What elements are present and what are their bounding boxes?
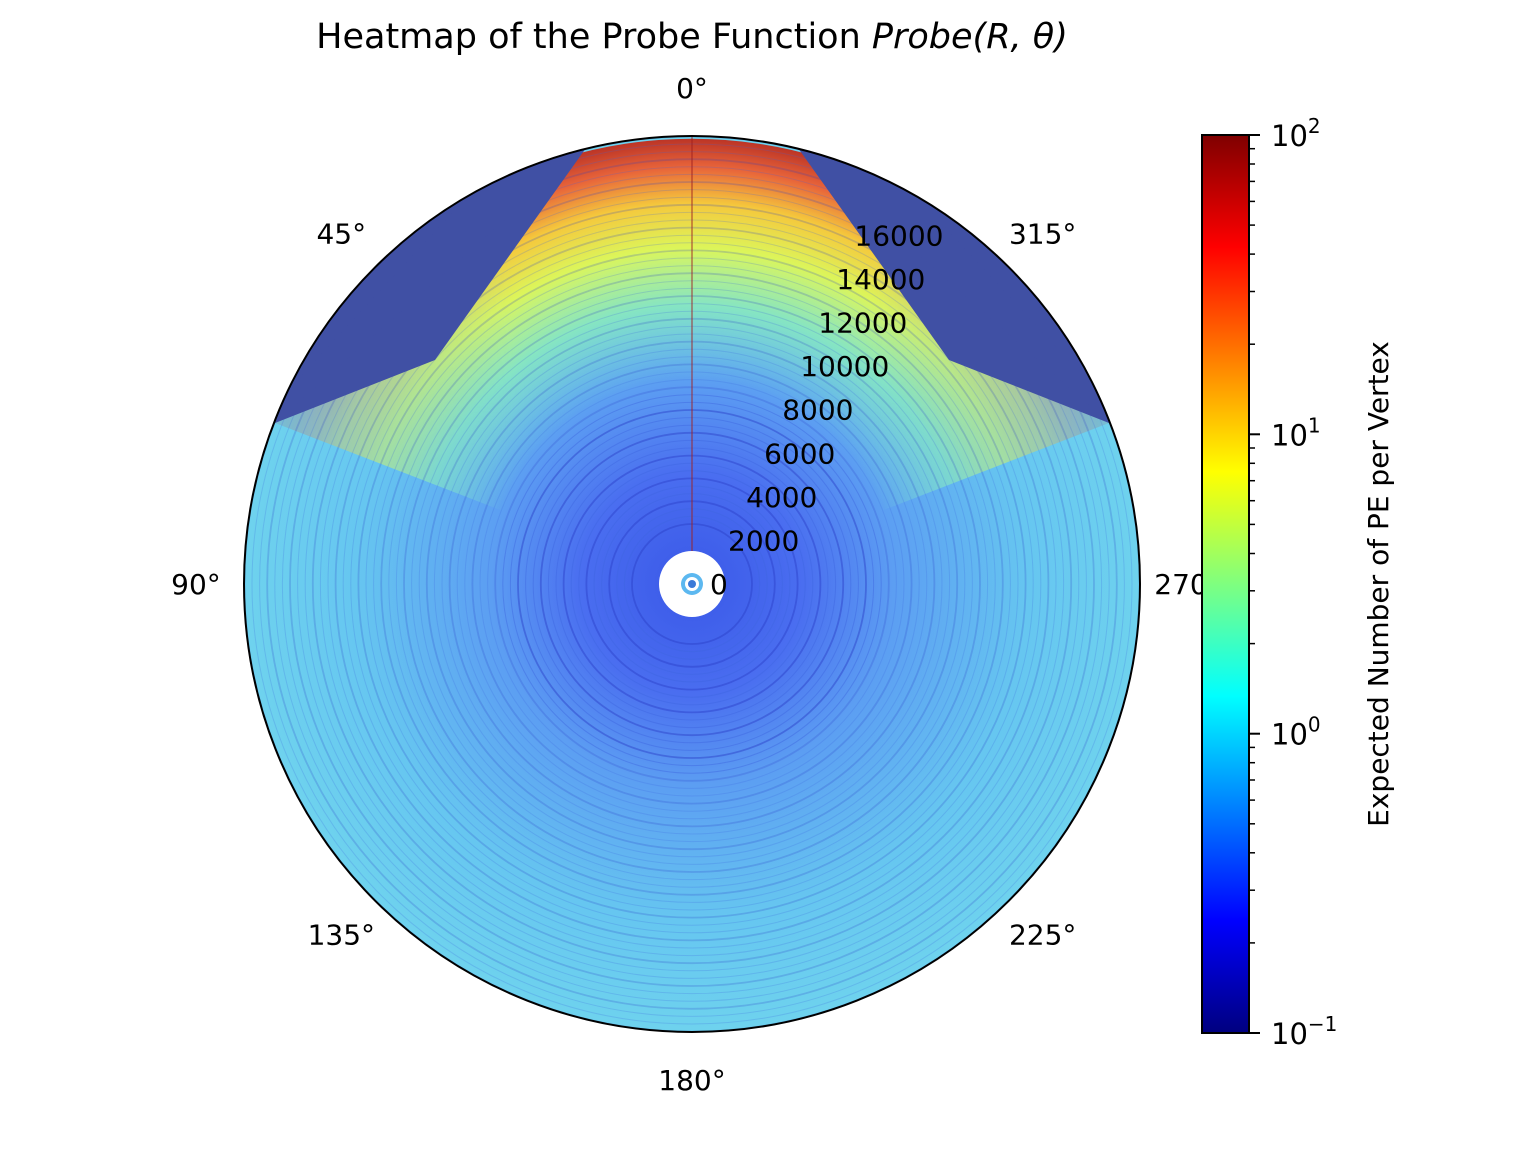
theta-tick-label: 225° <box>1009 919 1076 952</box>
colorbar-frame <box>1201 134 1250 1034</box>
r-tick-label: 6000 <box>764 437 835 470</box>
colorbar: 102 101 100 10−1 Expected Number of PE per … <box>1201 114 1395 1051</box>
colorbar-minor-ticks <box>1249 147 1255 944</box>
r-tick-label: 16000 <box>854 220 943 253</box>
r-tick-label: 10000 <box>800 350 889 383</box>
r-tick-label: 8000 <box>782 394 853 427</box>
theta-tick-label: 45° <box>316 217 366 250</box>
colorbar-label: Expected Number of PE per Vertex <box>1362 341 1395 827</box>
r-tick-label: 4000 <box>746 481 817 514</box>
r-tick-label: 2000 <box>728 524 799 557</box>
colorbar-tick-label: 10−1 <box>1271 1012 1337 1051</box>
chart-title-math: Probe(R, θ) <box>872 17 1068 57</box>
heatmap-empty-left-cover <box>260 140 586 423</box>
theta-tick-labels: 0°45°90°135°180°225°270°315° <box>171 72 1222 1097</box>
colorbar-tick-label: 100 <box>1271 713 1321 752</box>
theta-tick-label: 90° <box>171 568 221 601</box>
theta-tick-label: 0° <box>676 72 708 105</box>
r-tick-label: 12000 <box>818 307 907 340</box>
heatmap-empty-right-cover <box>798 140 1124 423</box>
r-tick-label: 0 <box>710 568 728 601</box>
theta-tick-label: 180° <box>658 1064 725 1097</box>
colorbar-fill <box>1202 135 1249 1033</box>
chart-title: Heatmap of the Probe Function Probe(R, θ… <box>316 17 1068 57</box>
chart-title-text: Heatmap of the Probe Function <box>316 17 872 57</box>
colorbar-tick-label: 101 <box>1271 413 1321 452</box>
colorbar-tick-labels: 102 101 100 10−1 <box>1249 114 1337 1051</box>
center-dot-inner <box>688 580 696 588</box>
colorbar-tick-label: 102 <box>1271 114 1321 153</box>
heatmap <box>244 136 1140 1032</box>
theta-tick-label: 315° <box>1009 217 1076 250</box>
r-tick-label: 14000 <box>836 263 925 296</box>
theta-tick-label: 135° <box>308 919 375 952</box>
polar-frame <box>243 135 1141 1033</box>
